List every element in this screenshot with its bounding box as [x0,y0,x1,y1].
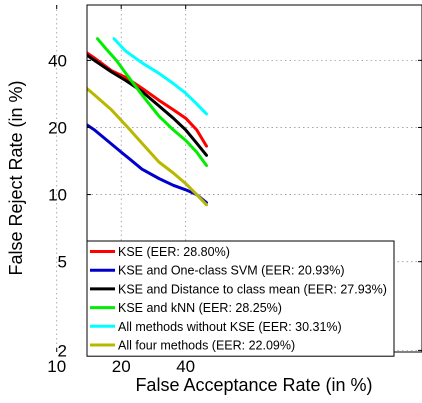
x-tick-label: 40 [176,357,195,376]
series-line-4 [96,37,208,167]
series-line-1 [87,51,208,148]
y-tick-label: 40 [48,51,67,70]
x-tick-label: 20 [112,357,131,376]
legend-label: KSE (EER: 28.80%) [118,245,230,259]
y-tick-label: 5 [58,253,67,272]
y-tick-label: 2 [58,341,67,360]
legend-label: KSE and kNN (EER: 28.25%) [118,301,282,315]
legend-label: All methods without KSE (EER: 30.31%) [118,320,342,334]
legend-label: All four methods (EER: 22.09%) [118,339,295,353]
y-tick-label: 20 [48,118,67,137]
axis-ticks: 2510204025102040 [47,5,422,376]
series-line-6 [87,86,208,207]
x-tick-label: 10 [47,357,66,376]
legend-box [86,240,395,357]
legend-label: KSE and One-class SVM (EER: 20.93%) [118,264,344,278]
y-axis-title: False Reject Rate (in %) [6,80,26,275]
legend-label: KSE and Distance to class mean (EER: 27.… [118,282,387,296]
legend: KSE (EER: 28.80%) KSE and One-class SVM (… [86,240,395,357]
y-tick-label: 10 [48,186,67,205]
series-lines [87,37,208,207]
x-axis-title: False Acceptance Rate (in %) [135,375,372,395]
series-line-5 [112,37,208,116]
series-line-3 [87,53,208,157]
series-line-2 [87,123,208,205]
